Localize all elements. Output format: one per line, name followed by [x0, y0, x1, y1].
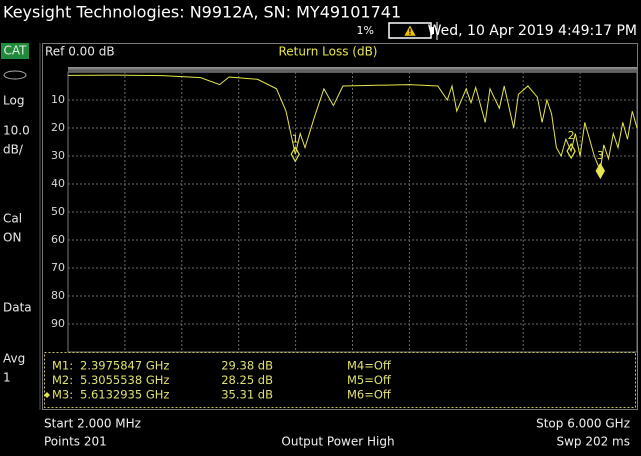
y-tick-label: 70 — [51, 261, 65, 274]
reference-level: Ref 0.00 dB — [45, 45, 115, 59]
points: Points 201 — [44, 435, 107, 449]
marker-label: 2 — [568, 129, 575, 142]
marker-value: 28.25 dB — [221, 373, 273, 387]
svg-text:!: ! — [408, 28, 412, 37]
marker-value: 29.38 dB — [221, 359, 273, 373]
marker-name: M2: — [52, 373, 73, 387]
menu-icon — [3, 70, 27, 80]
start-frequency: Start 2.000 MHz — [44, 417, 141, 431]
battery-icon: ! — [388, 22, 434, 39]
stop-frequency: Stop 6.000 GHz — [536, 417, 630, 431]
datetime: Wed, 10 Apr 2019 4:49:17 PM — [428, 23, 637, 39]
mode: CAT — [4, 44, 28, 58]
y-tick-label: 60 — [51, 233, 65, 246]
avg-label: Avg — [3, 352, 25, 366]
marker — [595, 162, 606, 180]
marker-label: 1 — [292, 132, 299, 145]
marker-name: M3: — [52, 388, 73, 402]
plot-top-band — [68, 67, 637, 73]
marker-state: M6=Off — [347, 388, 392, 402]
scale-type: Log — [3, 94, 24, 108]
data-label: Data — [3, 301, 32, 315]
y-tick-label: 80 — [51, 289, 65, 302]
marker-table-frame — [44, 352, 636, 408]
marker — [290, 146, 300, 163]
device-title: Keysight Technologies: N9912A, SN: MY491… — [3, 3, 401, 22]
chart-title: Return Loss (dB) — [279, 45, 378, 59]
scale-unit: dB/ — [3, 143, 24, 157]
sweep-time: Swp 202 ms — [556, 435, 630, 449]
marker-value: 35.31 dB — [221, 388, 273, 402]
active-marker-icon — [44, 392, 50, 398]
marker — [566, 142, 576, 160]
y-tick-label: 90 — [51, 317, 65, 330]
y-tick-label: 20 — [51, 121, 65, 134]
y-tick-label: 30 — [51, 149, 65, 162]
marker-state: M4=Off — [347, 359, 392, 373]
y-tick-label: 50 — [51, 205, 65, 218]
marker-frequency: 5.3055538 GHz — [80, 373, 169, 387]
marker-frequency: 5.6132935 GHz — [80, 388, 169, 402]
battery-level: 1% — [357, 24, 374, 37]
avg-value: 1 — [3, 371, 11, 385]
marker-name: M1: — [52, 359, 73, 373]
mode-badge — [1, 43, 29, 59]
cal-label: Cal — [3, 212, 22, 226]
cal-state: ON — [3, 231, 21, 245]
marker-state: M5=Off — [347, 373, 392, 387]
output-power: Output Power High — [281, 435, 394, 449]
y-tick-label: 40 — [51, 177, 65, 190]
scale-value: 10.0 — [3, 124, 30, 138]
y-tick-label: 10 — [51, 93, 65, 106]
marker-frequency: 2.3975847 GHz — [80, 359, 169, 373]
marker-label: 3 — [597, 149, 604, 162]
trace — [67, 74, 638, 173]
